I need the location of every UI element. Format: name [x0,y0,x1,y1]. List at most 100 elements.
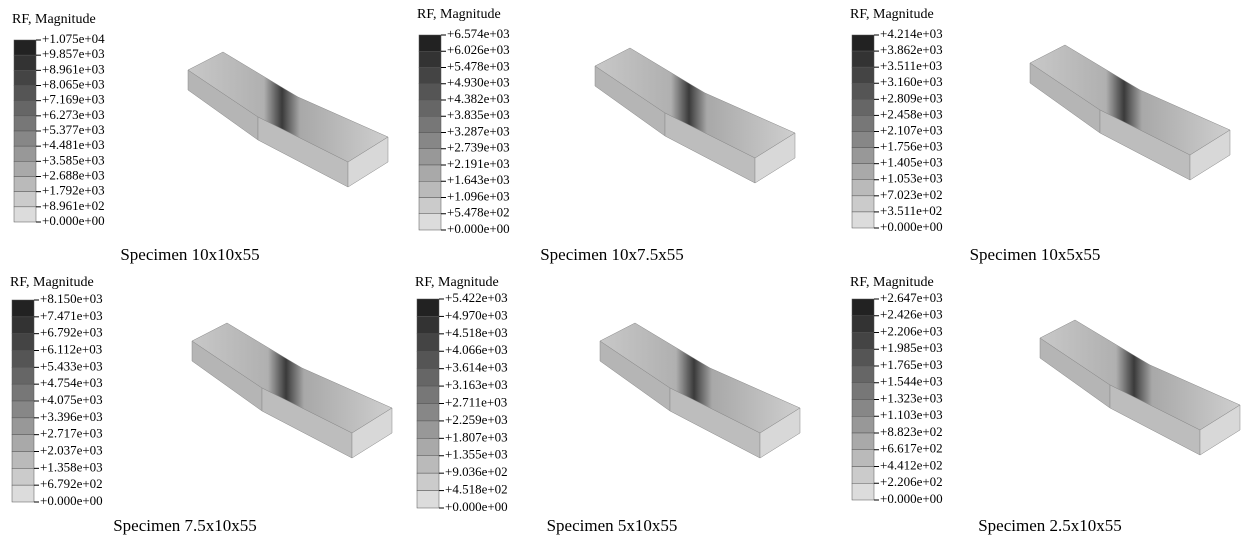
legend-level: +4.518e+02 [445,482,508,497]
legend-swatch [12,384,34,401]
legend-level: +3.862e+03 [880,42,943,57]
legend-level: +2.206e+03 [880,323,943,338]
legend-swatch [419,100,441,116]
legend-level: +0.000e+00 [880,491,943,506]
caption: Specimen 5x10x55 [547,516,678,535]
legend-swatch [12,367,34,384]
legend-level: +4.754e+03 [40,375,103,390]
legend-level: +3.287e+03 [447,123,510,138]
legend-swatch [419,116,441,132]
legend-swatch [852,115,874,131]
caption: Specimen 2.5x10x55 [978,516,1122,535]
legend-level: +0.000e+00 [447,221,510,236]
legend-swatch [417,421,439,438]
legend-swatch [14,192,36,207]
legend-swatch [852,99,874,115]
legend-swatch [12,351,34,368]
legend-swatch [12,452,34,469]
legend-level: +1.643e+03 [447,172,510,187]
legend-level: +8.961e+03 [42,61,105,76]
legend-level: +1.323e+03 [880,390,943,405]
legend-level: +4.970e+03 [445,307,508,322]
legend-swatch [419,51,441,67]
legend-level: +2.259e+03 [445,412,508,427]
legend-title: RF, Magnitude [850,275,934,290]
legend-level: +2.711e+03 [445,394,507,409]
legend-swatch [14,131,36,146]
legend-title: RF, Magnitude [10,275,94,290]
caption: Specimen 10x10x55 [120,245,259,264]
legend-level: +4.481e+03 [42,137,105,152]
legend-level: +1.053e+03 [880,171,943,186]
legend-level: +2.647e+03 [880,290,943,305]
legend-level: +1.807e+03 [445,429,508,444]
figure: RF, Magnitude+1.075e+04+9.857e+03+8.961e… [0,0,1243,544]
legend-level: +6.792e+02 [40,476,103,491]
legend-swatch [417,386,439,403]
legend-swatch [852,180,874,196]
legend-swatch [12,435,34,452]
legend-level: +4.930e+03 [447,75,510,90]
legend-level: +9.036e+02 [445,464,508,479]
legend-level: +1.792e+03 [42,183,105,198]
legend-level: +2.426e+03 [880,307,943,322]
legend-swatch [417,473,439,490]
legend-level: +4.066e+03 [445,342,508,357]
legend-swatch [419,35,441,51]
legend-swatch [852,383,874,400]
legend-level: +1.096e+03 [447,188,510,203]
legend-swatch [417,334,439,351]
legend-title: RF, Magnitude [415,275,499,290]
legend-swatch [419,68,441,84]
legend-title: RF, Magnitude [12,12,96,27]
legend-level: +1.075e+04 [42,31,105,46]
legend-level: +4.382e+03 [447,91,510,106]
legend-swatch [417,316,439,333]
legend-level: +3.163e+03 [445,377,508,392]
legend-swatch [419,149,441,165]
legend-level: +2.458e+03 [880,106,943,121]
legend-swatch [417,438,439,455]
legend-swatch [852,450,874,467]
legend-swatch [852,83,874,99]
legend-swatch [419,198,441,214]
legend-level: +4.518e+03 [445,325,508,340]
legend-level: +3.835e+03 [447,107,510,122]
legend-swatch [14,207,36,222]
legend-swatch [12,418,34,435]
legend-swatch [14,40,36,55]
legend-level: +6.026e+03 [447,42,510,57]
legend-swatch [12,485,34,502]
legend-swatch [852,433,874,450]
legend-level: +5.377e+03 [42,122,105,137]
legend-swatch [14,116,36,131]
legend-swatch [14,177,36,192]
legend-level: +3.160e+03 [880,74,943,89]
legend-level: +2.809e+03 [880,90,943,105]
legend-level: +1.358e+03 [40,459,103,474]
legend-swatch [419,84,441,100]
legend-level: +6.617e+02 [880,441,943,456]
caption: Specimen 7.5x10x55 [113,516,257,535]
legend-level: +3.511e+03 [880,58,942,73]
legend-level: +2.717e+03 [40,426,103,441]
legend-swatch [419,214,441,230]
legend-level: +6.112e+03 [40,341,102,356]
legend-level: +1.544e+03 [880,374,943,389]
legend-swatch [419,165,441,181]
legend-level: +8.823e+02 [880,424,943,439]
legend-swatch [14,161,36,176]
legend-swatch [419,181,441,197]
legend-level: +3.396e+03 [40,409,103,424]
legend-level: +5.478e+02 [447,205,510,220]
caption: Specimen 10x7.5x55 [540,245,684,264]
legend-swatch [852,316,874,333]
legend-title: RF, Magnitude [417,7,501,22]
legend-swatch [12,468,34,485]
caption: Specimen 10x5x55 [970,245,1101,264]
legend-level: +2.739e+03 [447,140,510,155]
legend-swatch [417,456,439,473]
legend-swatch [419,133,441,149]
legend-level: +1.985e+03 [880,340,943,355]
legend-swatch [852,483,874,500]
